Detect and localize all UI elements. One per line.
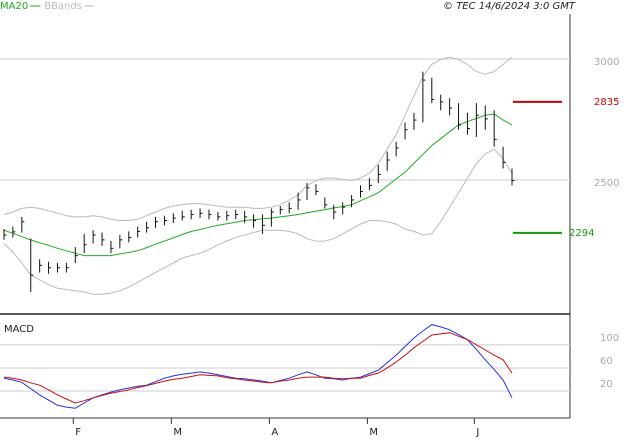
level-label: 2294 [569,228,594,239]
macd-line [3,332,513,404]
x-tick-label: J [475,427,479,438]
bband-lower [3,148,513,295]
level-label: 2835 [594,97,619,108]
x-tick-label: M [369,427,378,438]
bband-upper [3,56,513,221]
x-tick-label: F [75,427,81,438]
legend-label: BBands [44,1,82,12]
y-tick-label: 3000 [594,57,619,68]
y-tick-label: 2500 [594,178,619,189]
legend-label: MA20 [0,1,28,12]
macd-line [3,324,513,409]
macd-title: MACD [4,324,34,335]
x-tick-label: M [173,427,182,438]
copyright: © TEC 14/6/2024 3:0 GMT [443,1,576,12]
ma20-line [3,113,513,257]
macd-tick-label: 20 [600,379,613,390]
macd-tick-label: 60 [600,356,613,367]
x-tick-label: A [271,427,278,438]
macd-tick-label: 100 [600,333,619,344]
